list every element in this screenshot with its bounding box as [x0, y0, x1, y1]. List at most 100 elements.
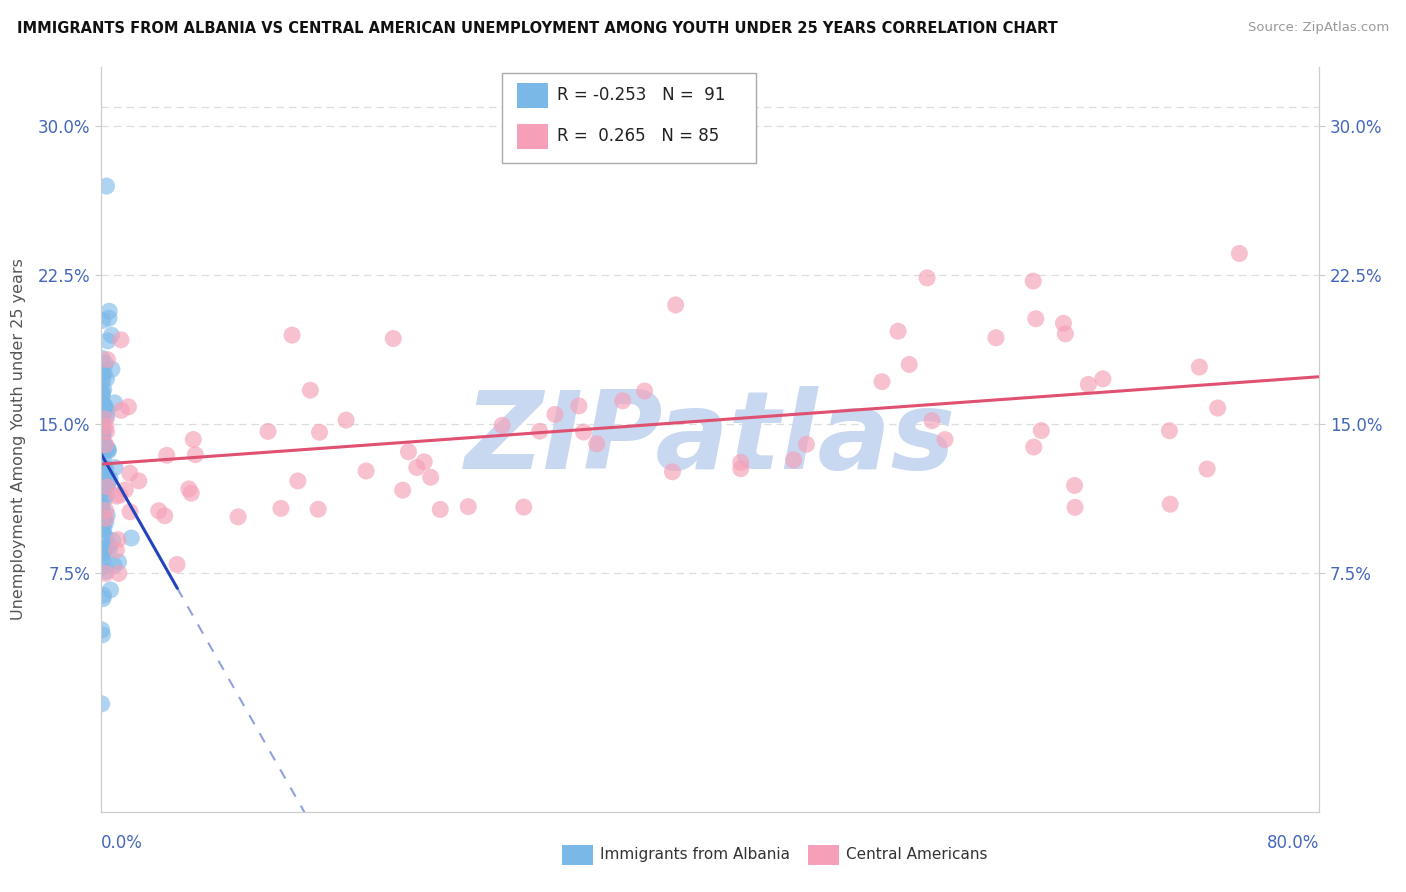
Point: [94, 566, 117, 581]
Point: [429, 502, 451, 516]
Point: [529, 424, 551, 438]
Point: [108, 488, 131, 502]
Point: [98, 472, 121, 486]
Point: [661, 465, 683, 479]
Point: [91, 442, 114, 457]
Point: [101, 533, 124, 548]
Text: IMMIGRANTS FROM ALBANIA VS CENTRAL AMERICAN UNEMPLOYMENT AMONG YOUTH UNDER 25 YE: IMMIGRANTS FROM ALBANIA VS CENTRAL AMERI…: [17, 21, 1057, 36]
Point: [898, 358, 921, 372]
Point: [91, 591, 114, 606]
Point: [1188, 359, 1211, 374]
Point: [96, 480, 118, 494]
Point: [118, 505, 141, 519]
Point: [1197, 462, 1219, 476]
Point: [94, 461, 117, 475]
Point: [91, 475, 114, 490]
Point: [184, 448, 207, 462]
Point: [96, 372, 118, 386]
Point: [91, 386, 114, 401]
Point: [90, 474, 112, 488]
Point: [91, 388, 114, 402]
Point: [107, 533, 129, 547]
Point: [382, 332, 405, 346]
Point: [270, 501, 292, 516]
Point: [413, 455, 436, 469]
Point: [98, 542, 121, 557]
Point: [93, 508, 115, 522]
Point: [94, 503, 117, 517]
Point: [491, 418, 513, 433]
Point: [101, 362, 124, 376]
Point: [226, 509, 249, 524]
Point: [148, 504, 170, 518]
Point: [91, 437, 114, 451]
Point: [91, 628, 114, 642]
Point: [103, 558, 125, 573]
Point: [100, 328, 122, 343]
Point: [93, 528, 115, 542]
Point: [93, 521, 115, 535]
Point: [90, 461, 112, 475]
Point: [257, 425, 280, 439]
Point: [796, 437, 818, 451]
Text: Central Americans: Central Americans: [846, 847, 988, 862]
Point: [94, 529, 117, 543]
Point: [153, 508, 176, 523]
Point: [1054, 326, 1077, 341]
Point: [93, 383, 115, 397]
Point: [110, 333, 132, 347]
Point: [90, 351, 112, 366]
Text: 0.0%: 0.0%: [101, 834, 143, 852]
Point: [1025, 311, 1047, 326]
Point: [90, 623, 112, 637]
Point: [90, 411, 112, 425]
Point: [612, 393, 634, 408]
Point: [94, 412, 117, 426]
Point: [398, 444, 420, 458]
Point: [96, 478, 118, 492]
Point: [91, 554, 114, 568]
Point: [98, 539, 121, 553]
Text: Immigrants from Albania: Immigrants from Albania: [600, 847, 790, 862]
Point: [94, 438, 117, 452]
Point: [107, 555, 129, 569]
Point: [91, 429, 114, 443]
Point: [110, 403, 132, 417]
Point: [91, 395, 114, 409]
Point: [166, 558, 188, 572]
Point: [181, 433, 204, 447]
Point: [419, 470, 441, 484]
Point: [117, 400, 139, 414]
Point: [91, 466, 114, 480]
Point: [91, 544, 114, 558]
Point: [105, 489, 128, 503]
Point: [91, 416, 114, 430]
Point: [91, 399, 114, 413]
Point: [93, 463, 115, 477]
Point: [93, 405, 115, 419]
Point: [97, 444, 120, 458]
Point: [90, 523, 112, 537]
Point: [887, 324, 910, 338]
Point: [633, 384, 655, 398]
Point: [96, 488, 118, 502]
Point: [120, 531, 142, 545]
Point: [287, 474, 309, 488]
Point: [93, 461, 115, 475]
Point: [572, 425, 595, 439]
Point: [730, 461, 752, 475]
Point: [299, 383, 322, 397]
Point: [90, 697, 112, 711]
Point: [90, 492, 112, 507]
Point: [91, 500, 114, 514]
Point: [585, 436, 607, 450]
Point: [870, 375, 893, 389]
Point: [90, 500, 112, 515]
Point: [100, 582, 122, 597]
Point: [934, 433, 956, 447]
Point: [1159, 497, 1181, 511]
Point: [94, 516, 117, 530]
Point: [1227, 246, 1250, 260]
Point: [94, 511, 117, 525]
Point: [114, 483, 136, 497]
